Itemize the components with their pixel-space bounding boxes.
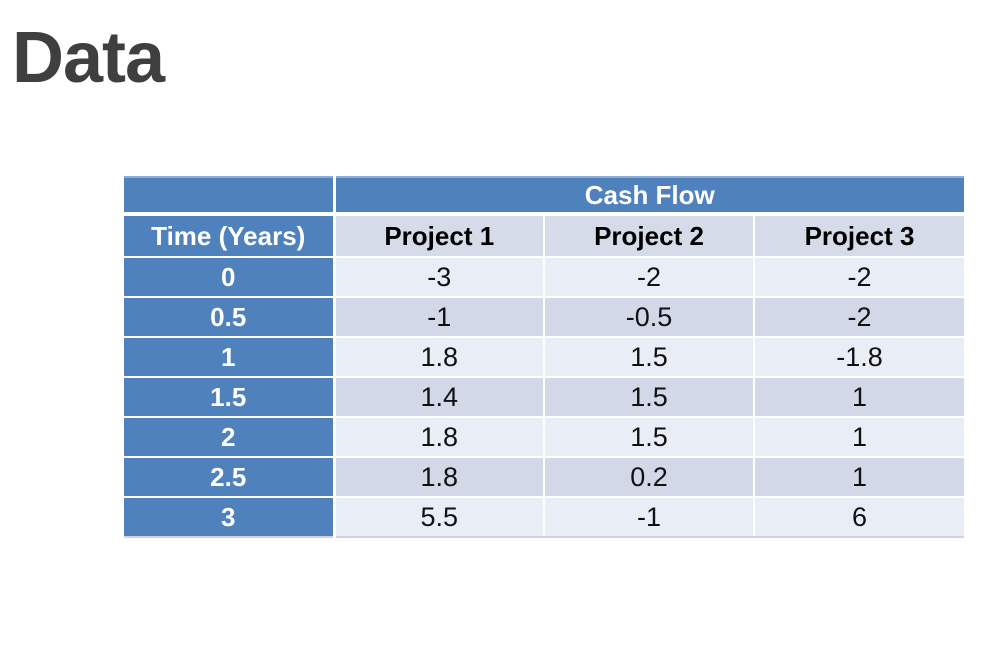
value-cell: 1.5 [543,416,755,458]
table-row: 2 1.8 1.5 1 [124,416,965,458]
value-cell: 1.4 [333,376,545,418]
row-header-title: Time (Years) [124,213,336,258]
cash-flow-table: Cash Flow Time (Years) Project 1 Project… [124,176,965,538]
value-cell: -1 [543,496,755,538]
value-cell: 1.5 [543,336,755,378]
column-header-row: Time (Years) Project 1 Project 2 Project… [124,213,965,258]
value-cell: 0.2 [543,456,755,498]
time-cell: 0 [124,256,336,298]
time-cell: 0.5 [124,296,336,338]
value-cell: 6 [752,496,965,538]
table-row: 2.5 1.8 0.2 1 [124,456,965,498]
group-header-row: Cash Flow [124,176,965,216]
value-cell: 1.8 [333,416,545,458]
table-row: 0 -3 -2 -2 [124,256,965,298]
table-row: 1.5 1.4 1.5 1 [124,376,965,418]
value-cell: -2 [752,296,965,338]
value-cell: -3 [333,256,545,298]
corner-cell [124,176,336,216]
slide-title: Data [12,18,165,98]
column-header-project-2: Project 2 [543,213,755,258]
column-header-project-1: Project 1 [333,213,545,258]
value-cell: 1.5 [543,376,755,418]
value-cell: -2 [543,256,755,298]
value-cell: -2 [752,256,965,298]
value-cell: -1 [333,296,545,338]
value-cell: 1 [752,416,965,458]
time-cell: 1.5 [124,376,336,418]
time-cell: 2.5 [124,456,336,498]
column-header-project-3: Project 3 [752,213,965,258]
time-cell: 3 [124,496,336,538]
time-cell: 2 [124,416,336,458]
value-cell: -1.8 [752,336,965,378]
table-row: 1 1.8 1.5 -1.8 [124,336,965,378]
value-cell: 1 [752,376,965,418]
value-cell: 5.5 [333,496,545,538]
time-cell: 1 [124,336,336,378]
value-cell: 1.8 [333,456,545,498]
table-row: 0.5 -1 -0.5 -2 [124,296,965,338]
value-cell: 1 [752,456,965,498]
value-cell: -0.5 [543,296,755,338]
table-row: 3 5.5 -1 6 [124,496,965,538]
value-cell: 1.8 [333,336,545,378]
group-header-cash-flow: Cash Flow [332,176,965,216]
